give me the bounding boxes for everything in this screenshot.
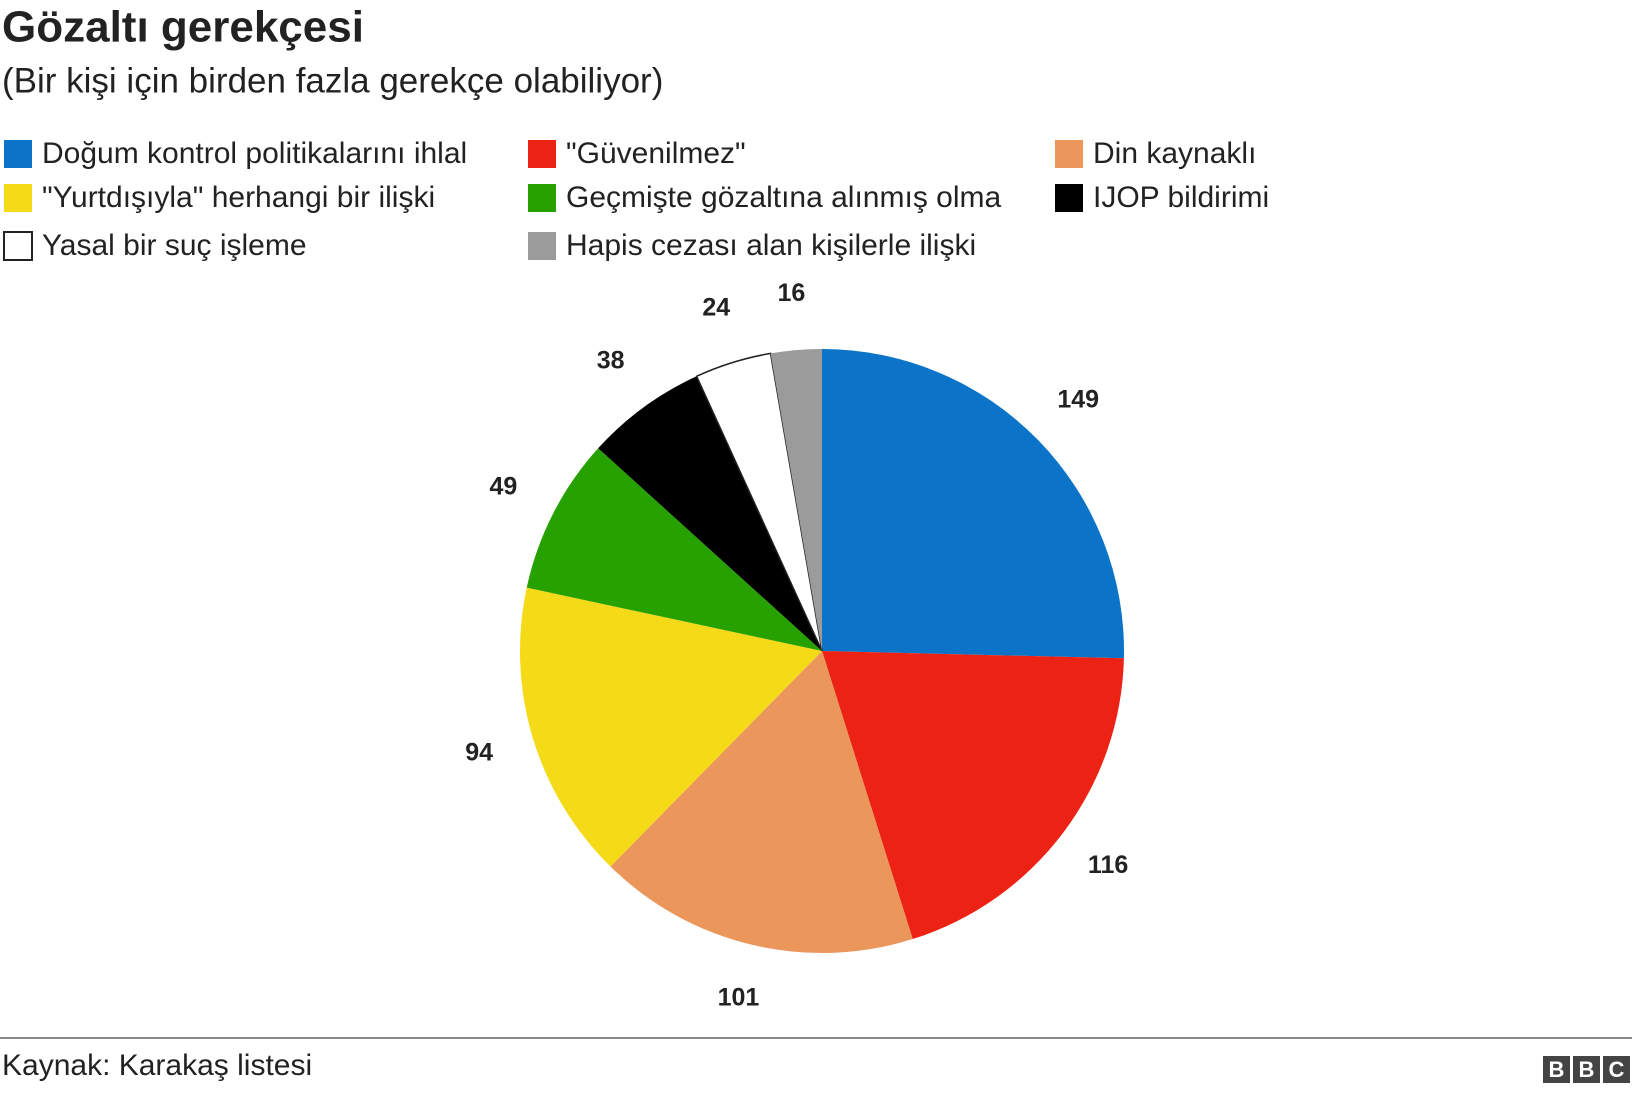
logo-box: [1543, 1056, 1570, 1083]
data-label: 101: [718, 984, 760, 1012]
legend-swatch: [3, 231, 33, 261]
logo-box: [1573, 1056, 1600, 1083]
legend-swatch: [1055, 140, 1083, 168]
legend-swatch: [4, 140, 32, 168]
data-label: 116: [1088, 851, 1128, 879]
chart-subtitle: (Bir kişi için birden fazla gerekçe olab…: [2, 61, 663, 100]
data-label: 24: [702, 294, 730, 322]
pie-slice: [598, 376, 822, 651]
legend-label: "Yurtdışıyla" herhangi bir ilişki: [42, 181, 435, 214]
data-label: 149: [1057, 386, 1099, 414]
logo-letter: C: [1609, 1057, 1625, 1082]
source: Kaynak: Karakaş listesi: [2, 1049, 312, 1082]
legend-label: Hapis cezası alan kişilerle ilişki: [566, 229, 976, 262]
legend-label: IJOP bildirimi: [1093, 181, 1269, 214]
data-label: 94: [465, 739, 493, 767]
logo-letter: B: [1579, 1057, 1595, 1082]
legend-label: Doğum kontrol politikalarını ihlal: [42, 137, 467, 170]
pie-slice: [526, 448, 822, 651]
legend-swatch: [528, 184, 556, 212]
data-label: 49: [490, 472, 518, 500]
legend-label: Geçmişte gözaltına alınmış olma: [566, 181, 1001, 214]
legend-swatch: [4, 184, 32, 212]
pie-slice: [520, 587, 822, 867]
pie-slice: [822, 651, 1124, 940]
legend-swatch: [1055, 184, 1083, 212]
pie-slice: [770, 349, 822, 651]
legend-swatch: [528, 232, 556, 260]
pie-slice: [695, 352, 823, 652]
legend-label: Yasal bir suç işleme: [42, 229, 307, 262]
legend-label: "Güvenilmez": [566, 137, 746, 170]
pie-slice: [822, 349, 1125, 659]
logo-letter: B: [1549, 1057, 1565, 1082]
data-label: 16: [777, 279, 805, 307]
chart-title: Gözaltı gerekçesi: [2, 3, 364, 52]
legend-swatch: [528, 140, 556, 168]
data-label: 38: [597, 347, 625, 375]
pie-slice: [610, 651, 913, 954]
legend-label: Din kaynaklı: [1093, 137, 1256, 170]
logo-box: [1603, 1056, 1630, 1083]
